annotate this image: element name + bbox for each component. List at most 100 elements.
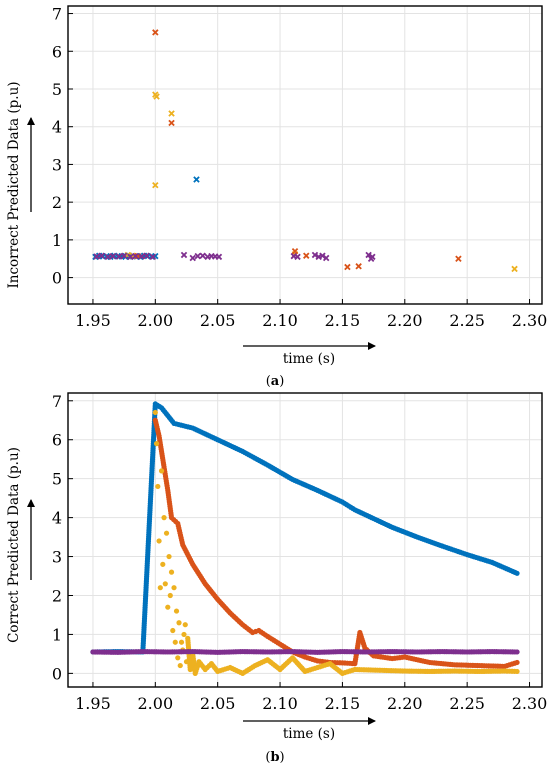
- data-point: [322, 254, 330, 262]
- y-tick-label: 5: [52, 470, 62, 489]
- y-axis-label-a: Incorrect Predicted Data (p.u): [6, 81, 22, 288]
- data-point: [194, 252, 201, 260]
- x-tick-label: 2.20: [387, 694, 423, 713]
- data-point: [175, 655, 181, 661]
- y-tick-label: 7: [52, 5, 62, 24]
- y-tick-label: 6: [52, 42, 62, 61]
- y-tick-label: 7: [52, 392, 62, 411]
- x-tick-label: 2.05: [200, 311, 236, 330]
- data-point: [215, 253, 223, 261]
- data-point: [514, 668, 520, 675]
- x-tick-label: 2.25: [449, 694, 485, 713]
- data-point: [152, 29, 159, 36]
- series-b-2: [152, 409, 520, 676]
- x-tick-label: 2.10: [262, 311, 298, 330]
- data-point: [365, 251, 372, 259]
- data-point: [355, 263, 362, 270]
- y-tick-label: 5: [52, 80, 62, 99]
- x-tick-label: 2.15: [325, 694, 361, 713]
- data-point: [167, 592, 173, 599]
- x-tick-label: 1.95: [75, 694, 111, 713]
- plot-area-b: [67, 392, 543, 688]
- y-tick-label: 1: [52, 625, 62, 644]
- data-point: [182, 622, 188, 628]
- data-point: [180, 251, 188, 259]
- data-point: [149, 253, 157, 261]
- data-point: [156, 538, 162, 544]
- data-point: [181, 631, 187, 638]
- x-tick-label: 2.30: [512, 311, 548, 330]
- data-point: [514, 570, 520, 576]
- panel-a: 1.95 2.00 2.05 2.10 2.15 2.20 2.25 2.30 0 1 2 3 4 5 6 7…: [6, 5, 547, 389]
- y-tick-label: 3: [52, 155, 62, 174]
- x-axis-label-a: time (s): [283, 351, 335, 367]
- y-tick-label: 4: [52, 509, 62, 528]
- data-point: [171, 585, 177, 591]
- data-point: [152, 409, 158, 416]
- data-point: [120, 252, 128, 259]
- data-point: [176, 620, 182, 626]
- data-point: [294, 253, 301, 261]
- data-point: [109, 252, 117, 260]
- x-tick-label: 2.00: [138, 694, 174, 713]
- data-point: [189, 254, 196, 262]
- series-a-1: [124, 91, 518, 273]
- data-point: [303, 252, 310, 259]
- data-point: [199, 252, 206, 259]
- data-point: [173, 608, 180, 614]
- y-tick-label: 3: [52, 548, 62, 567]
- data-point: [168, 110, 175, 117]
- data-point: [162, 581, 168, 587]
- data-point: [172, 639, 178, 645]
- y-tick-label: 6: [52, 431, 62, 450]
- data-point: [165, 604, 171, 610]
- x-tick-label: 1.95: [75, 311, 111, 330]
- data-point: [104, 253, 112, 261]
- y-tick-label: 2: [52, 586, 62, 605]
- y-axis-label-b: Correct Predicted Data (p.u): [6, 447, 22, 643]
- data-point: [514, 649, 520, 655]
- data-point: [163, 530, 170, 536]
- data-point: [291, 247, 299, 255]
- data-point: [115, 253, 123, 260]
- data-point: [319, 252, 326, 259]
- x-tick-label: 2.15: [325, 311, 361, 330]
- data-point: [152, 181, 159, 189]
- series-b-3: [90, 648, 520, 655]
- data-point: [160, 561, 166, 567]
- data-point: [168, 569, 175, 575]
- series-a-3: [93, 251, 376, 262]
- data-point: [166, 553, 172, 560]
- series-a-2: [134, 29, 462, 271]
- x-tick-label: 2.00: [138, 311, 174, 330]
- x-axis-label-b: time (s): [283, 726, 335, 742]
- series-b-1: [152, 417, 520, 669]
- data-point: [98, 252, 105, 259]
- points-a: [92, 29, 518, 273]
- caption-a: (a): [266, 374, 285, 389]
- y-tick-label: 0: [52, 664, 62, 683]
- caption-b: (b): [265, 750, 284, 765]
- ticks-b: 1.95 2.00 2.05 2.10 2.15 2.20 2.25 2.30 0 1 2 3 4 5 6 7: [52, 392, 548, 713]
- data-point: [127, 253, 134, 261]
- data-point: [344, 263, 351, 271]
- data-point: [511, 265, 518, 273]
- plot-area-a: [67, 5, 543, 305]
- data-point: [455, 255, 462, 262]
- data-point: [514, 659, 520, 666]
- grid-a: [68, 6, 542, 304]
- y-tick-label: 1: [52, 231, 62, 250]
- data-point: [177, 662, 183, 669]
- data-point: [157, 585, 163, 591]
- ticks-a: 1.95 2.00 2.05 2.10 2.15 2.20 2.25 2.30 0 1 2 3 4 5 6 7: [52, 5, 548, 330]
- x-tick-label: 2.30: [512, 694, 548, 713]
- data-point: [153, 93, 160, 100]
- data-point: [158, 468, 165, 474]
- series-a-0: [92, 176, 200, 261]
- data-point: [132, 252, 139, 260]
- y-tick-label: 2: [52, 193, 62, 212]
- x-tick-label: 2.20: [387, 311, 423, 330]
- x-tick-label: 2.10: [262, 694, 298, 713]
- data-point: [168, 119, 175, 127]
